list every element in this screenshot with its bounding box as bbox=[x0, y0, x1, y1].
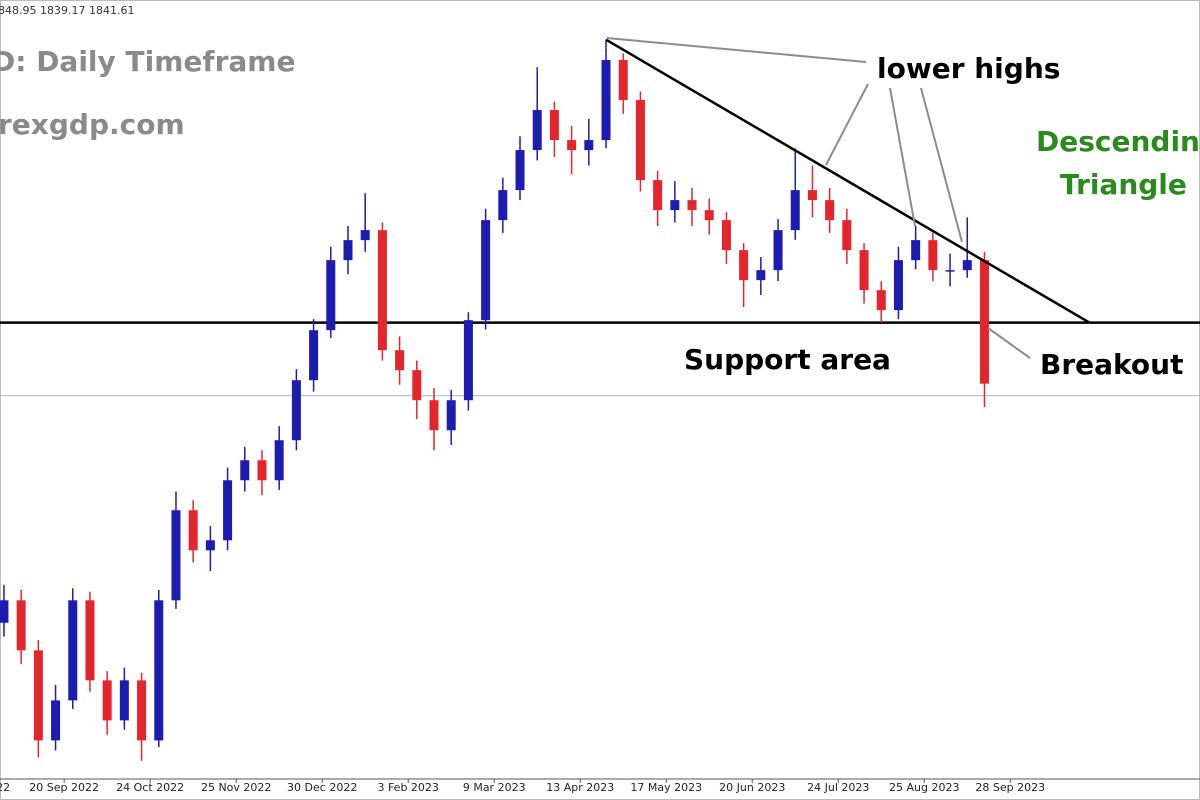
candle-body bbox=[979, 260, 989, 384]
candle-body bbox=[240, 460, 250, 481]
candle-body bbox=[137, 680, 147, 741]
candle-body bbox=[326, 260, 336, 331]
candle-body bbox=[481, 220, 491, 321]
arrow bbox=[825, 83, 869, 166]
candle-body bbox=[945, 270, 955, 272]
candle-body bbox=[463, 320, 473, 401]
candle-body bbox=[739, 250, 749, 281]
candle-body bbox=[567, 140, 577, 151]
candle-body bbox=[223, 480, 233, 541]
annotation-arrows bbox=[606, 37, 1031, 359]
candle-body bbox=[102, 680, 112, 721]
candle-body bbox=[532, 110, 542, 151]
candle-body bbox=[515, 150, 525, 191]
candle-body bbox=[842, 220, 852, 251]
candle-body bbox=[687, 200, 697, 211]
heading: D: Daily Timeframe bbox=[0, 45, 295, 78]
candle-body bbox=[498, 190, 508, 221]
x-tick-label: 13 Apr 2023 bbox=[546, 781, 614, 794]
candle-body bbox=[309, 330, 319, 381]
candle-body bbox=[0, 600, 9, 623]
candle-body bbox=[825, 200, 835, 221]
candle-body bbox=[446, 400, 456, 431]
candle-body bbox=[773, 230, 783, 271]
label-support: Support area bbox=[684, 343, 891, 376]
x-tick-label: 24 Jul 2023 bbox=[807, 781, 869, 794]
candle-body bbox=[549, 110, 559, 141]
trendline bbox=[605, 38, 1091, 324]
candle-body bbox=[859, 250, 869, 291]
candle-body bbox=[171, 510, 181, 601]
candle-body bbox=[119, 680, 129, 721]
candle-body bbox=[33, 650, 43, 741]
candle-body bbox=[68, 600, 78, 701]
candle-body bbox=[601, 60, 611, 141]
candle-body bbox=[360, 230, 370, 241]
candle-body bbox=[653, 180, 663, 211]
x-tick-label: 20 Jun 2023 bbox=[719, 781, 785, 794]
x-tick-label: 17 May 2023 bbox=[630, 781, 702, 794]
candle-body bbox=[721, 220, 731, 251]
candle-body bbox=[584, 140, 594, 151]
label-pattern: Descending bbox=[1036, 125, 1200, 158]
arrow bbox=[889, 87, 916, 227]
candle-body bbox=[395, 350, 405, 371]
candle-body bbox=[635, 100, 645, 181]
candle-body bbox=[876, 290, 886, 311]
candle-body bbox=[790, 190, 800, 231]
candle-body bbox=[291, 380, 301, 441]
x-tick-label: 28 Sep 2023 bbox=[975, 781, 1045, 794]
candle-body bbox=[51, 700, 61, 741]
x-tick-label: 3 Feb 2023 bbox=[377, 781, 438, 794]
candle-body bbox=[188, 510, 198, 551]
candle-body bbox=[618, 60, 628, 101]
candle-body bbox=[154, 600, 164, 741]
candle-body bbox=[257, 460, 267, 481]
candle-body bbox=[756, 270, 766, 281]
candle-body bbox=[274, 440, 284, 481]
candle-body bbox=[704, 210, 714, 221]
candle-body bbox=[343, 240, 353, 261]
x-tick-label: 20 Sep 2022 bbox=[29, 781, 99, 794]
plot-area: 22 20 Sep 2022 24 Oct 2022 25 Nov 2022 30 De… bbox=[0, 38, 1200, 794]
x-tick-label: 22 bbox=[0, 781, 10, 794]
candle-body bbox=[893, 260, 903, 311]
arrow bbox=[987, 327, 1031, 359]
x-tick-label: 24 Oct 2022 bbox=[116, 781, 184, 794]
candle-body bbox=[412, 370, 422, 401]
arrow bbox=[920, 87, 963, 243]
candle-body bbox=[911, 240, 921, 261]
x-tick-label: 9 Mar 2023 bbox=[463, 781, 526, 794]
site: rexgdp.com bbox=[0, 108, 185, 141]
candle-body bbox=[85, 600, 95, 681]
candle-body bbox=[928, 240, 938, 271]
candle-body bbox=[205, 540, 215, 551]
candle-body bbox=[429, 400, 439, 431]
label-pattern: Triangle bbox=[1060, 168, 1187, 201]
x-tick-label: 25 Nov 2022 bbox=[201, 781, 271, 794]
x-tick-label: 30 Dec 2022 bbox=[287, 781, 357, 794]
candle-body bbox=[807, 190, 817, 201]
label-lower-highs: lower highs bbox=[877, 52, 1060, 85]
label-breakout: Breakout bbox=[1040, 348, 1183, 381]
arrow bbox=[606, 37, 867, 63]
candle-body bbox=[962, 260, 972, 271]
candle-body bbox=[377, 230, 387, 351]
candle-body bbox=[16, 600, 26, 651]
candle-body bbox=[670, 200, 680, 211]
quote: 848.95 1839.17 1841.61 bbox=[0, 4, 134, 17]
x-tick-label: 25 Aug 2023 bbox=[889, 781, 959, 794]
